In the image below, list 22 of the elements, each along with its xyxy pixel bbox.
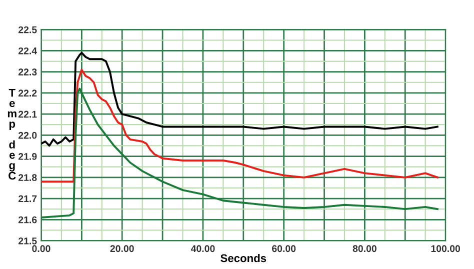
x-tick-label: 100.00 bbox=[431, 245, 460, 252]
y-tick-label: 22.2 bbox=[18, 90, 37, 96]
y-axis-title: Temp degC bbox=[8, 88, 16, 180]
y-tick-label: 21.5 bbox=[18, 237, 37, 244]
y-tick-label: 21.6 bbox=[18, 216, 37, 224]
y-tick-label: 22.0 bbox=[18, 132, 37, 139]
x-axis-title: Seconds bbox=[220, 254, 266, 262]
x-tick-label: 20.00 bbox=[110, 245, 134, 252]
y-tick-label: 22.5 bbox=[18, 26, 37, 34]
line-series bbox=[41, 52, 438, 147]
y-tick-label: 22.4 bbox=[18, 47, 38, 54]
y-tick-label: 22.1 bbox=[18, 110, 37, 118]
y-tick-label: 21.7 bbox=[18, 195, 37, 202]
x-tick-label: 60.00 bbox=[272, 245, 296, 252]
y-tick-label: 21.8 bbox=[18, 174, 37, 182]
y-tick-label: 22.3 bbox=[18, 68, 37, 76]
line-series bbox=[41, 68, 438, 183]
x-tick-label: 40.00 bbox=[190, 245, 215, 252]
y-tick-label: 21.9 bbox=[18, 153, 37, 160]
x-tick-label: 80.00 bbox=[352, 245, 376, 252]
x-tick-label: 0.00 bbox=[32, 245, 50, 252]
line-series bbox=[41, 88, 438, 218]
